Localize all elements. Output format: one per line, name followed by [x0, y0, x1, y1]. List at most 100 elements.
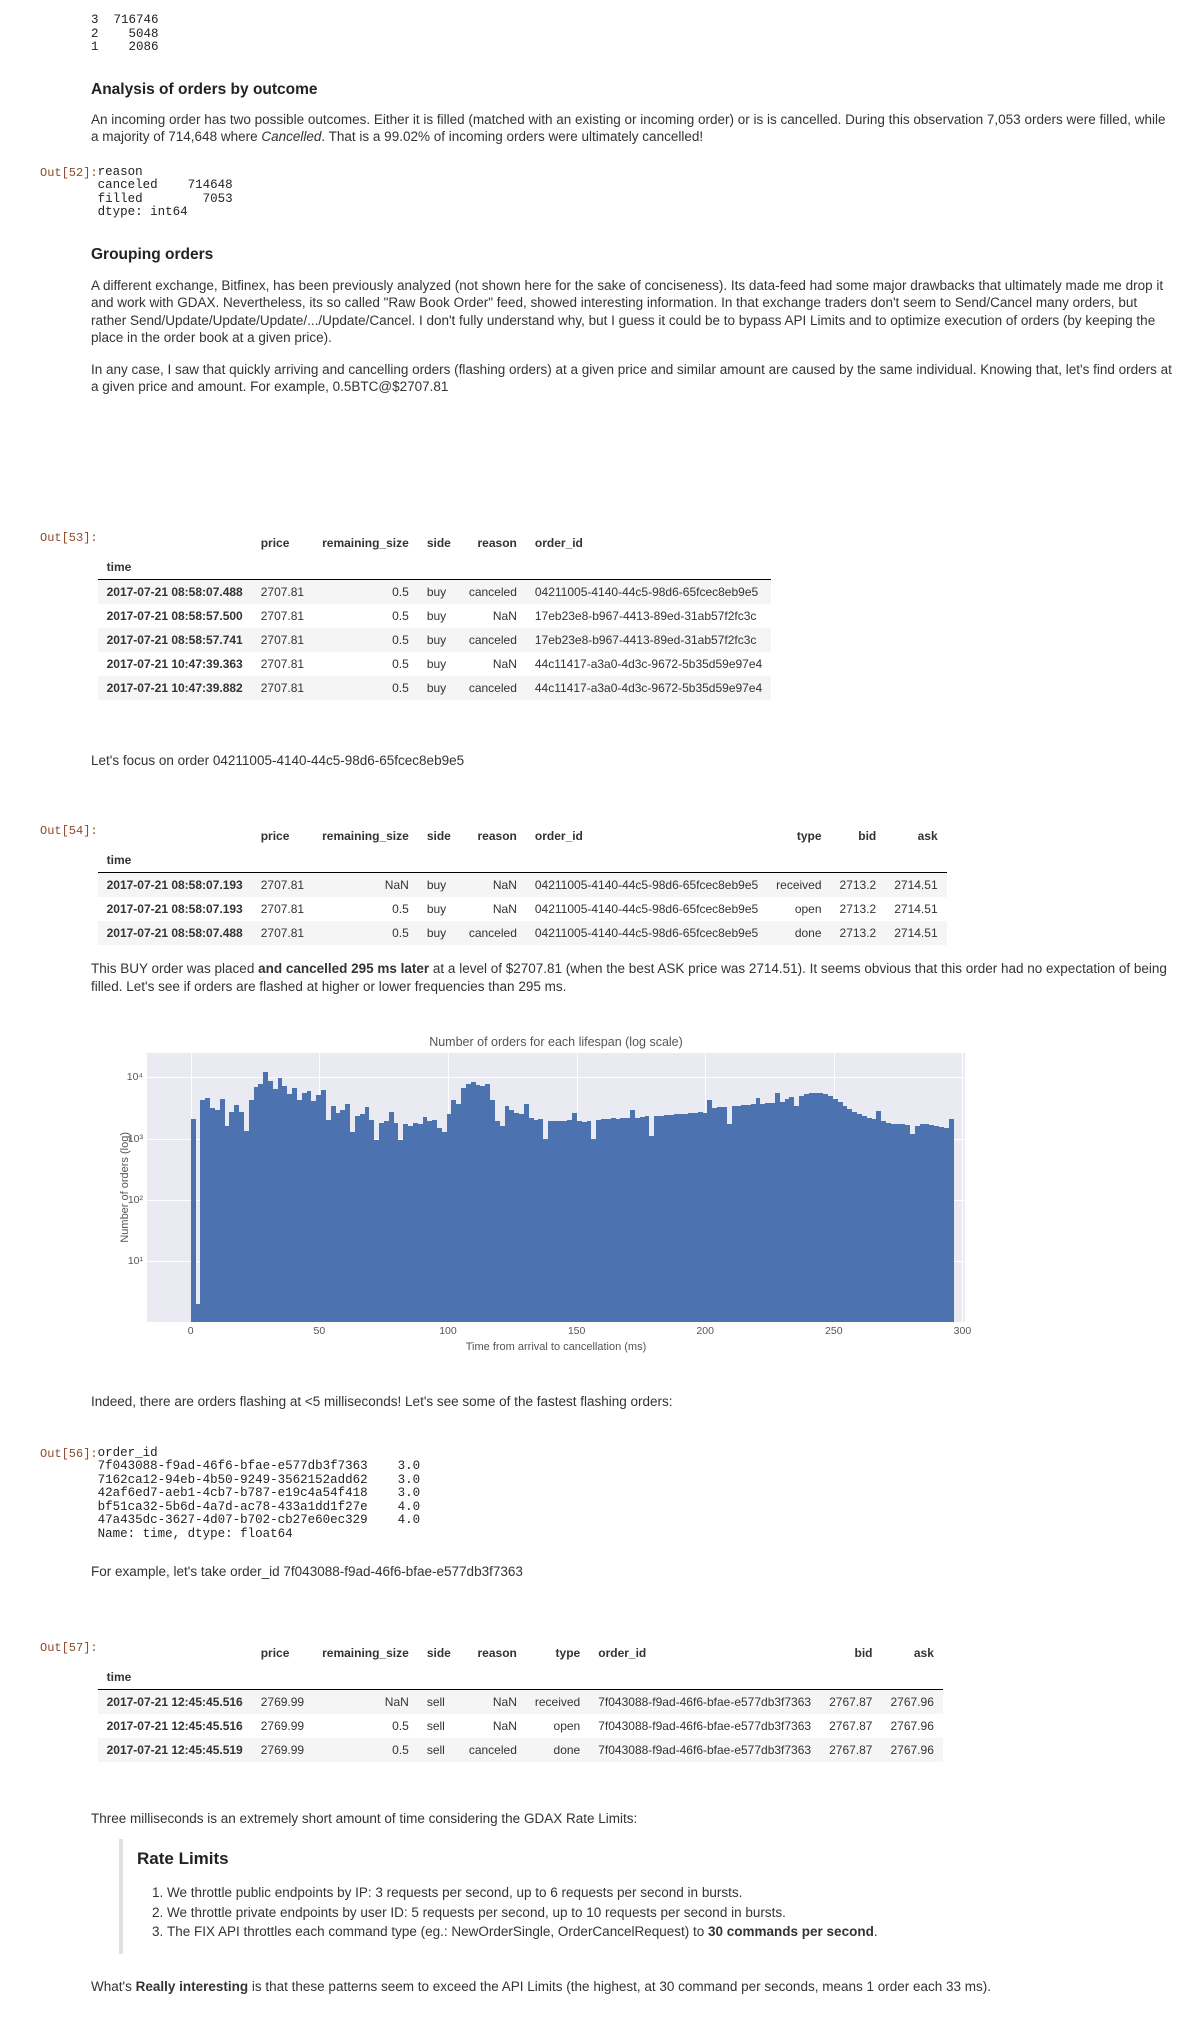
row-index-time: 2017-07-21 08:58:07.193 — [106, 902, 243, 916]
index-label: time — [106, 1669, 132, 1684]
table-cell: canceled — [468, 584, 517, 599]
histogram-bar — [654, 1116, 660, 1322]
histogram-bar — [644, 1116, 650, 1322]
dataframe: price remaining_size side reason order_id tim… — [97, 531, 772, 700]
output-cell-52: Out[52]: reason canceled 714648 filled 7… — [0, 165, 1178, 220]
histogram-bar — [427, 1121, 433, 1322]
histogram-bar — [779, 1101, 785, 1322]
table-cell: open — [553, 1718, 581, 1733]
x-tick-label: 100 — [439, 1325, 457, 1337]
histogram-bar — [707, 1099, 713, 1322]
table-row: 2017-07-21 12:45:45.519 2769.99 0.5 sell can… — [97, 1737, 943, 1762]
table-cell: 0.5 — [392, 656, 409, 671]
markdown-cell-buy: This BUY order was placed and cancelled … — [0, 960, 1178, 995]
histogram-bar — [765, 1103, 771, 1322]
histogram-bar — [581, 1122, 587, 1322]
x-tick-label: 300 — [953, 1325, 972, 1337]
histogram-bar — [470, 1082, 476, 1322]
histogram-bar — [857, 1114, 862, 1322]
histogram-bar — [649, 1135, 655, 1322]
histogram-bar — [354, 1116, 360, 1322]
histogram-bar — [393, 1122, 399, 1322]
histogram-bar — [929, 1125, 935, 1322]
histogram-bar — [243, 1130, 249, 1322]
histogram-bar — [876, 1111, 882, 1322]
histogram-bar — [934, 1126, 940, 1322]
table-row: 2017-07-21 12:45:45.516 2769.99 NaN sell NaN… — [97, 1689, 943, 1714]
histogram-bar — [557, 1120, 563, 1322]
x-tick-label: 250 — [825, 1325, 843, 1337]
table-cell: 2767.96 — [890, 1742, 934, 1757]
column-header: type — [796, 829, 822, 843]
histogram-bar — [620, 1117, 626, 1322]
output-cell-54: Out[54]: price remaining_size side reason or… — [0, 824, 1178, 945]
histogram-bar — [567, 1120, 573, 1322]
markdown-cell-indeed: Indeed, there are orders flashing at <5 … — [0, 1393, 1178, 1411]
histogram-bar — [359, 1114, 365, 1322]
table-cell: NaN — [492, 656, 517, 671]
histogram-bar — [895, 1124, 901, 1322]
table-cell: 7f043088-f9ad-46f6-bfae-e577db3f7363 — [598, 1718, 812, 1733]
histogram-bar — [789, 1096, 795, 1322]
histogram-bar — [229, 1112, 235, 1322]
histogram-bar — [514, 1113, 520, 1322]
histogram-bar — [610, 1118, 616, 1322]
column-header: reason — [477, 535, 517, 550]
histogram-bar — [533, 1120, 539, 1322]
y-tick-label: 10⁴ — [126, 1071, 143, 1084]
histogram-bar — [914, 1126, 920, 1322]
histogram-bar — [605, 1118, 611, 1322]
row-index-time: 2017-07-21 12:45:45.516 — [106, 1718, 243, 1733]
dataframe: price remaining_size side reason type order_i… — [97, 1641, 943, 1762]
column-header: side — [426, 1645, 451, 1660]
row-index-time: 2017-07-21 08:58:07.193 — [106, 878, 243, 892]
table-cell: done — [553, 1742, 581, 1757]
table-cell: 0.5 — [392, 926, 409, 940]
table-row: 2017-07-21 08:58:07.488 2707.81 0.5 buy canc… — [97, 921, 947, 945]
column-header: side — [426, 535, 451, 550]
table-cell: NaN — [384, 878, 409, 892]
table-cell: buy — [426, 608, 447, 623]
histogram-bar — [432, 1120, 437, 1322]
histogram-bar — [692, 1112, 698, 1322]
histogram-bar — [485, 1083, 491, 1322]
table-cell: 2714.51 — [894, 926, 938, 940]
histogram-bar — [374, 1139, 380, 1322]
output-prompt-57: Out[57]: — [40, 1640, 98, 1655]
text-run-italic: Cancelled — [261, 129, 322, 144]
histogram-bar — [852, 1112, 858, 1322]
output-cell-53: Out[53]: price remaining_size side reason or… — [0, 531, 1178, 700]
table-cell: 17eb23e8-b967-4413-89ed-31ab57f2fc3c — [534, 608, 757, 623]
histogram-bars — [190, 1053, 955, 1322]
histogram-bar — [741, 1105, 746, 1322]
table-cell: open — [794, 902, 822, 916]
table-cell: 44c11417-a3a0-4d3c-9672-5b35d59e97e4 — [534, 680, 763, 695]
text-run-bold: and cancelled 295 ms later — [258, 961, 430, 976]
histogram-bar — [475, 1084, 481, 1322]
row-index-time: 2017-07-21 12:45:45.516 — [106, 1694, 243, 1709]
table-cell: NaN — [492, 1718, 517, 1733]
table-cell: 04211005-4140-44c5-98d6-65fcec8eb9e5 — [534, 902, 759, 916]
table-cell: canceled — [468, 926, 517, 940]
output-cell-56: Out[56]: order_id 7f043088-f9ad-46f6-bfa… — [0, 1446, 1178, 1542]
histogram-bar — [494, 1121, 500, 1322]
table-row: 2017-07-21 08:58:57.500 2707.81 0.5 buy NaN 1… — [98, 604, 772, 628]
histogram-bar — [562, 1121, 568, 1322]
histogram-bar — [596, 1120, 602, 1322]
table-cell: 2707.81 — [260, 656, 305, 671]
table-row: 2017-07-21 08:58:07.193 2707.81 0.5 buy NaN 0… — [98, 897, 947, 921]
histogram-bar — [630, 1110, 635, 1322]
histogram-bar — [731, 1106, 737, 1322]
table-cell: 2707.81 — [260, 878, 305, 892]
x-tick-label: 200 — [696, 1325, 714, 1337]
index-label: time — [106, 559, 132, 574]
histogram-bar — [519, 1114, 524, 1322]
table-cell: buy — [426, 878, 447, 892]
histogram-bar — [842, 1106, 848, 1322]
histogram-bar — [721, 1106, 727, 1322]
output-prompt-53: Out[53]: — [40, 530, 98, 545]
histogram-bar — [881, 1121, 886, 1322]
text-output-counts: 3 716746 2 5048 1 2086 — [91, 13, 159, 54]
row-index-time: 2017-07-21 08:58:57.741 — [106, 632, 243, 647]
